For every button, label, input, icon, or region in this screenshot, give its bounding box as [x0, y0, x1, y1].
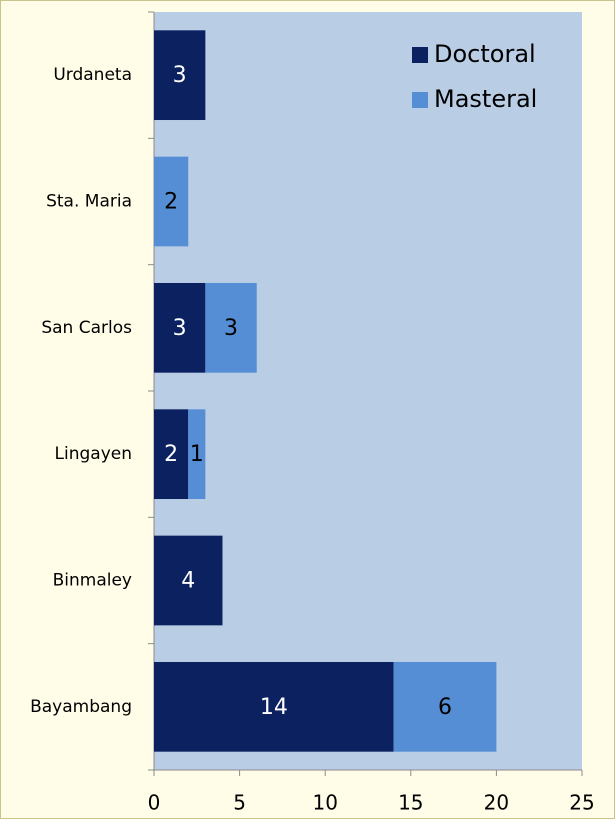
- bar-segment: [154, 282, 206, 373]
- y-tick-label: Sta. Maria: [46, 192, 132, 212]
- bar-segment: [154, 30, 206, 121]
- y-tick-label: Urdaneta: [53, 65, 132, 85]
- data-label: 1: [190, 442, 204, 467]
- x-tick-label: 0: [148, 791, 161, 815]
- data-label: 6: [438, 695, 452, 720]
- data-label: 2: [164, 442, 178, 467]
- bar-segment: [188, 409, 206, 500]
- data-label: 3: [173, 316, 187, 341]
- x-tick-label: 25: [569, 791, 594, 815]
- data-label: 2: [164, 190, 178, 215]
- bar-segment: [154, 661, 394, 752]
- x-tick-label: 20: [484, 791, 509, 815]
- bar-segment: [393, 661, 497, 752]
- bar-segment: [205, 282, 257, 373]
- y-tick-label: Binmaley: [53, 571, 132, 591]
- x-tick-label: 5: [233, 791, 246, 815]
- x-tick-label: 10: [312, 791, 337, 815]
- data-label: 3: [224, 316, 238, 341]
- data-label: 14: [260, 695, 288, 720]
- legend-swatch: [412, 47, 428, 63]
- legend-swatch: [412, 92, 428, 108]
- y-tick-label: Lingayen: [55, 444, 132, 464]
- bar-segment: [154, 409, 189, 500]
- legend-label: Doctoral: [434, 40, 536, 68]
- plot-area: [154, 12, 582, 770]
- data-label: 4: [181, 569, 195, 594]
- data-label: 3: [173, 63, 187, 88]
- y-tick-label: Bayambang: [30, 697, 132, 717]
- y-tick-label: San Carlos: [41, 318, 132, 338]
- x-tick-label: 15: [398, 791, 423, 815]
- bar-segment: [154, 535, 223, 626]
- legend-label: Masteral: [434, 85, 537, 113]
- bar-segment: [154, 156, 189, 247]
